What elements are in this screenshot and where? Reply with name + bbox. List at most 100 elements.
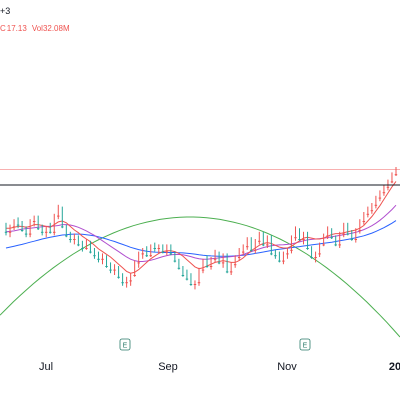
candle-body — [354, 239, 358, 240]
candle — [213, 249, 217, 263]
candle — [181, 266, 185, 277]
candle-body — [250, 249, 253, 251]
earnings-marker: E — [299, 338, 311, 351]
candle — [177, 258, 181, 270]
candle-body — [370, 210, 374, 212]
candle — [286, 248, 289, 259]
candle-body — [121, 282, 124, 284]
candle — [322, 233, 325, 247]
candle — [16, 217, 20, 229]
candle — [197, 267, 201, 286]
candle-body — [326, 235, 329, 237]
candle-body — [254, 249, 257, 251]
candle-body — [306, 248, 309, 249]
candle-body — [105, 266, 108, 267]
candle-body — [330, 237, 333, 239]
candle — [298, 228, 301, 241]
candle-body — [213, 258, 217, 260]
candle — [69, 231, 72, 243]
candle — [20, 221, 24, 232]
candle-body — [318, 253, 321, 255]
arc-overlay — [0, 216, 400, 338]
candle-body — [310, 257, 313, 258]
candle — [36, 215, 40, 230]
candle — [173, 251, 177, 263]
candle-body — [133, 275, 136, 276]
candle-body — [109, 269, 112, 271]
volume-label: Vol — [31, 24, 43, 33]
candle — [262, 231, 265, 247]
candle — [366, 206, 370, 218]
candle — [77, 235, 80, 247]
candle — [32, 215, 36, 227]
candle-body — [161, 251, 165, 253]
candle-body — [28, 233, 32, 235]
candle-body — [44, 231, 48, 233]
candle — [141, 248, 144, 259]
candle — [350, 230, 354, 241]
candle — [245, 237, 249, 250]
candle-body — [274, 255, 277, 257]
candle-body — [181, 275, 185, 276]
candle — [330, 228, 333, 239]
candle-body — [149, 255, 152, 257]
candle-body — [197, 282, 201, 284]
ma-slow-line — [5, 220, 397, 257]
candle-body — [185, 278, 189, 280]
candle-body — [137, 262, 140, 264]
candle — [310, 246, 313, 259]
candle-body — [225, 271, 229, 273]
candle — [125, 276, 128, 288]
header-fragment: +3 — [0, 6, 11, 16]
candle-body — [378, 197, 382, 199]
candle-body — [48, 231, 52, 233]
candle — [302, 231, 305, 245]
candle — [89, 240, 92, 254]
candle — [382, 185, 386, 196]
candle-body — [262, 244, 265, 246]
candle — [318, 242, 321, 257]
candle-body — [282, 260, 285, 262]
candle — [394, 167, 398, 176]
candle-body — [334, 244, 337, 246]
candle-body — [57, 215, 60, 217]
candle — [145, 246, 148, 257]
candle — [8, 224, 12, 238]
candle-body — [173, 260, 177, 262]
volume-value: 32.08M — [42, 24, 70, 33]
candle-body — [97, 258, 100, 260]
close-value: 17.13 — [6, 24, 27, 33]
candles — [4, 167, 398, 290]
candle-body — [145, 255, 148, 257]
candle-body — [241, 251, 245, 253]
candle — [133, 260, 136, 277]
candle-body — [362, 221, 366, 222]
candle — [221, 253, 225, 268]
candle — [73, 233, 76, 245]
candle — [113, 264, 116, 275]
ohlc-readout: C17.13 Vol32.08M — [0, 24, 75, 33]
candle-body — [294, 237, 297, 239]
candle — [85, 239, 88, 250]
candle-body — [346, 233, 349, 235]
candle-body — [12, 226, 16, 228]
candle — [201, 258, 205, 274]
candle-body — [16, 224, 20, 226]
candle-body — [201, 269, 205, 271]
candle-body — [101, 258, 104, 260]
candle-body — [24, 233, 28, 235]
candle-body — [390, 181, 394, 183]
x-tick-label: 20 — [389, 361, 400, 373]
candle — [153, 242, 157, 252]
symbol-header: +3 C17.13 Vol32.08M — [0, 2, 400, 38]
candle-body — [189, 284, 193, 285]
candle — [149, 244, 152, 257]
candle — [161, 244, 165, 254]
candle — [169, 244, 173, 256]
ma-fast-line — [6, 181, 397, 274]
candle-body — [8, 231, 12, 233]
candle — [270, 235, 273, 256]
candle-body — [209, 266, 213, 267]
candle — [65, 224, 68, 238]
